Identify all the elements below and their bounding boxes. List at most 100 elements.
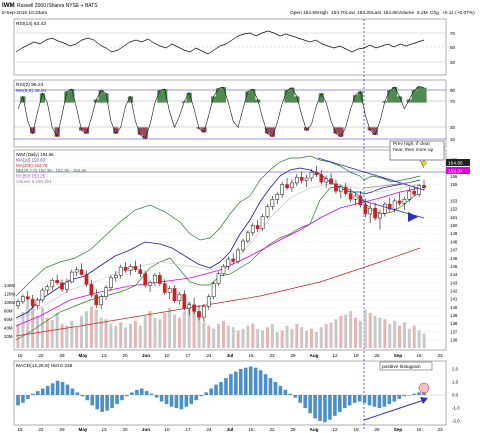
price-legend-entry: MA(200) 152.76 (16, 163, 48, 168)
volume-bar (99, 317, 103, 348)
candle-body (65, 281, 69, 290)
macd-hist-bar (387, 395, 392, 405)
callout-text-wrap: Prev high, if clear hear, then more up (393, 142, 434, 153)
volume-bar (236, 330, 240, 348)
macd-hist-bar (422, 391, 426, 395)
volume-bar (354, 317, 358, 348)
macd-hist-bar (392, 395, 397, 402)
x-axis-label: 20 (122, 353, 128, 358)
x-axis-label: 17 (185, 353, 191, 358)
candle-body (236, 249, 240, 262)
x-axis-label: 22 (38, 427, 44, 432)
x-axis-label: 19 (353, 353, 359, 358)
candle-body (211, 283, 216, 297)
macd-legend: MACD(12,26,9) Hist 0.238 (16, 363, 73, 369)
rsi2-overbought-fill (20, 96, 26, 103)
macd-hist-bar (402, 395, 406, 397)
candle-body (79, 269, 84, 275)
macd-hist-bar (139, 388, 144, 395)
volume-bar (177, 317, 181, 348)
macd-hist-bar (253, 367, 258, 395)
volume-bar (231, 327, 235, 348)
rsi2-overbought-fill (211, 96, 217, 103)
macd-hist-bar (268, 378, 273, 395)
candle-body (94, 294, 99, 306)
rsi2-overbought-fill (416, 86, 422, 103)
rsi2-tick-90: 90 (450, 88, 456, 93)
rsi2-overbought-fill (220, 87, 227, 103)
price-legend-entry: MA(50) 153.25 (16, 174, 46, 179)
macd-hist-bar (36, 391, 40, 395)
candle-body (255, 225, 260, 229)
candle-body (338, 186, 343, 192)
macd-hist-bar (65, 384, 70, 395)
candle-body (74, 269, 79, 273)
candle-body (89, 284, 94, 296)
price-legend-entry: Volume 6,190,254 (16, 179, 52, 184)
rsi2-oversold-fill (113, 127, 119, 134)
candle-body (368, 208, 373, 215)
macd-hist-bar (239, 369, 243, 395)
macd-hist-bar (352, 395, 357, 403)
rsi2-overbought-fill (396, 96, 403, 103)
rsi2-overbought-fill (245, 91, 251, 103)
rsi2-tick-70: 70 (450, 99, 456, 104)
x-axis-label: Jul (227, 427, 234, 432)
candle-body (30, 298, 35, 306)
candle-body (343, 186, 348, 194)
rsi2-legend2: MA(9,5) 45.81 (16, 88, 47, 94)
rsi2-overbought-fill (127, 96, 134, 103)
macd-hist-bar (298, 395, 303, 403)
price-tick-label: 147 (450, 248, 458, 253)
candle-body (158, 275, 162, 284)
rsi14-panel: RSI(14) 63.43 70 50 30 (14, 21, 456, 65)
macd-callout-text: positive histogram (382, 364, 421, 370)
macd-hist-bar (45, 385, 50, 395)
macd-hist-bar (377, 395, 382, 408)
volume-bar (163, 312, 167, 348)
volume-bar (40, 308, 44, 348)
price-candles (16, 165, 426, 322)
volume-bar (402, 322, 406, 348)
rsi2-oversold-fill (367, 127, 373, 131)
volume-bar (75, 327, 79, 348)
last-label: Last (372, 10, 382, 16)
macd-axis-ticks: 2.0 1.0 0.0 -1.0 -2.0 (452, 367, 460, 424)
volume-bar (133, 320, 137, 348)
candle-body (304, 177, 309, 181)
volume-bar (143, 316, 147, 348)
short-horizontal-line (363, 181, 415, 189)
volume-bar (422, 333, 426, 348)
x-axis-label: Sep (394, 353, 403, 358)
callout-text: Prev high, if clear hear, then more up (393, 142, 434, 153)
candle-body (113, 275, 118, 279)
price-tick-label: 150 (450, 223, 458, 228)
rsi2-overbought-fill (411, 90, 417, 103)
x-axis-label: 16 (416, 427, 422, 432)
macd-tick-label: 0.0 (452, 393, 459, 398)
volume-bar (55, 312, 59, 348)
volume-bar (383, 319, 387, 348)
candle-body (202, 306, 206, 318)
candle-body (35, 299, 40, 306)
candle-body (373, 208, 377, 219)
rsi2-overbought-fill (357, 91, 364, 103)
candle-body (275, 194, 280, 200)
rsi2-oversold-fill (201, 127, 207, 133)
rsi2-oversold-fill (137, 127, 143, 135)
volume-bar (94, 309, 98, 348)
volume-bar (129, 324, 133, 348)
candle-body (280, 184, 284, 195)
macd-hist-bar (234, 371, 238, 395)
candle-body (182, 293, 187, 309)
macd-hist-bar (105, 395, 109, 411)
volume-tick-label: 100M (4, 300, 15, 305)
x-axis-label: 17 (185, 427, 191, 432)
candle-body (109, 277, 113, 288)
macd-hist-bar (407, 395, 411, 396)
macd-hist-bar (367, 395, 372, 406)
macd-hist-bar (372, 395, 377, 407)
volume-bar (217, 324, 221, 348)
macd-tick-label: -1.0 (452, 406, 460, 411)
